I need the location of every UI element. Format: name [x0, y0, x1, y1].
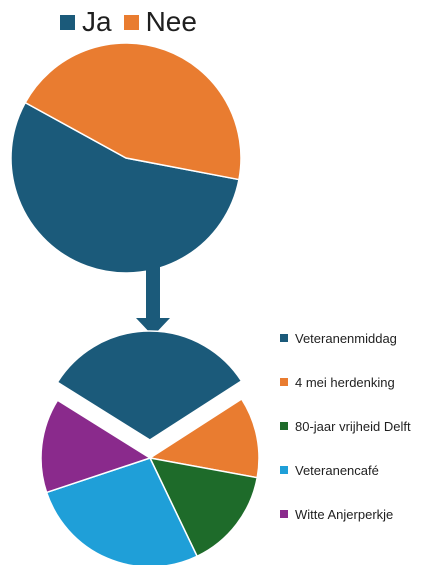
pie-slice-witte-anjerperkje: [40, 399, 152, 494]
legend-swatch-ja: [60, 14, 75, 30]
pie-slice-4-mei-herdenking: [148, 397, 260, 479]
top-legend: Ja Nee: [60, 6, 209, 38]
pie-slice-80-jaar-vrijheid-delft: [148, 456, 259, 558]
pie-slice-veteranenmiddag: [56, 330, 243, 441]
legend-item-4-mei-herdenking: 4 mei herdenking: [280, 360, 411, 404]
legend-label-4-mei-herdenking: 4 mei herdenking: [295, 374, 395, 390]
legend-label-nee: Nee: [145, 6, 197, 37]
bottom-legend: Veteranenmiddag 4 mei herdenking 80-jaar…: [280, 316, 411, 536]
legend-swatch-veteranencafe: [280, 466, 288, 474]
legend-swatch-witte-anjerperkje: [280, 510, 288, 518]
legend-swatch-80-jaar-vrijheid-delft: [280, 422, 288, 430]
legend-label-ja: Ja: [82, 6, 112, 37]
legend-swatch-veteranenmiddag: [280, 334, 288, 342]
pie-slice-ja: [10, 101, 240, 274]
legend-item-veteranencafe: Veteranencafé: [280, 448, 411, 492]
legend-item-80-jaar-vrijheid-delft: 80-jaar vrijheid Delft: [280, 404, 411, 448]
legend-label-80-jaar-vrijheid-delft: 80-jaar vrijheid Delft: [295, 418, 411, 434]
legend-label-witte-anjerperkje: Witte Anjerperkje: [295, 506, 394, 522]
legend-item-nee: Nee: [123, 6, 197, 38]
top-pie: [10, 42, 242, 274]
legend-label-veteranencafe: Veteranencafé: [295, 462, 379, 478]
connector-arrow: [136, 266, 170, 336]
legend-item-veteranenmiddag: Veteranenmiddag: [280, 316, 411, 360]
pie-slice-nee: [24, 42, 242, 181]
legend-label-veteranenmiddag: Veteranenmiddag: [295, 330, 397, 346]
bottom-pie: [40, 330, 260, 565]
legend-item-ja: Ja: [60, 6, 112, 38]
legend-swatch-nee: [123, 14, 139, 30]
pie-slice-veteranencafe: [45, 457, 199, 565]
legend-swatch-4-mei-herdenking: [280, 378, 288, 386]
down-arrow-icon: [136, 266, 170, 336]
legend-item-witte-anjerperkje: Witte Anjerperkje: [280, 492, 411, 536]
